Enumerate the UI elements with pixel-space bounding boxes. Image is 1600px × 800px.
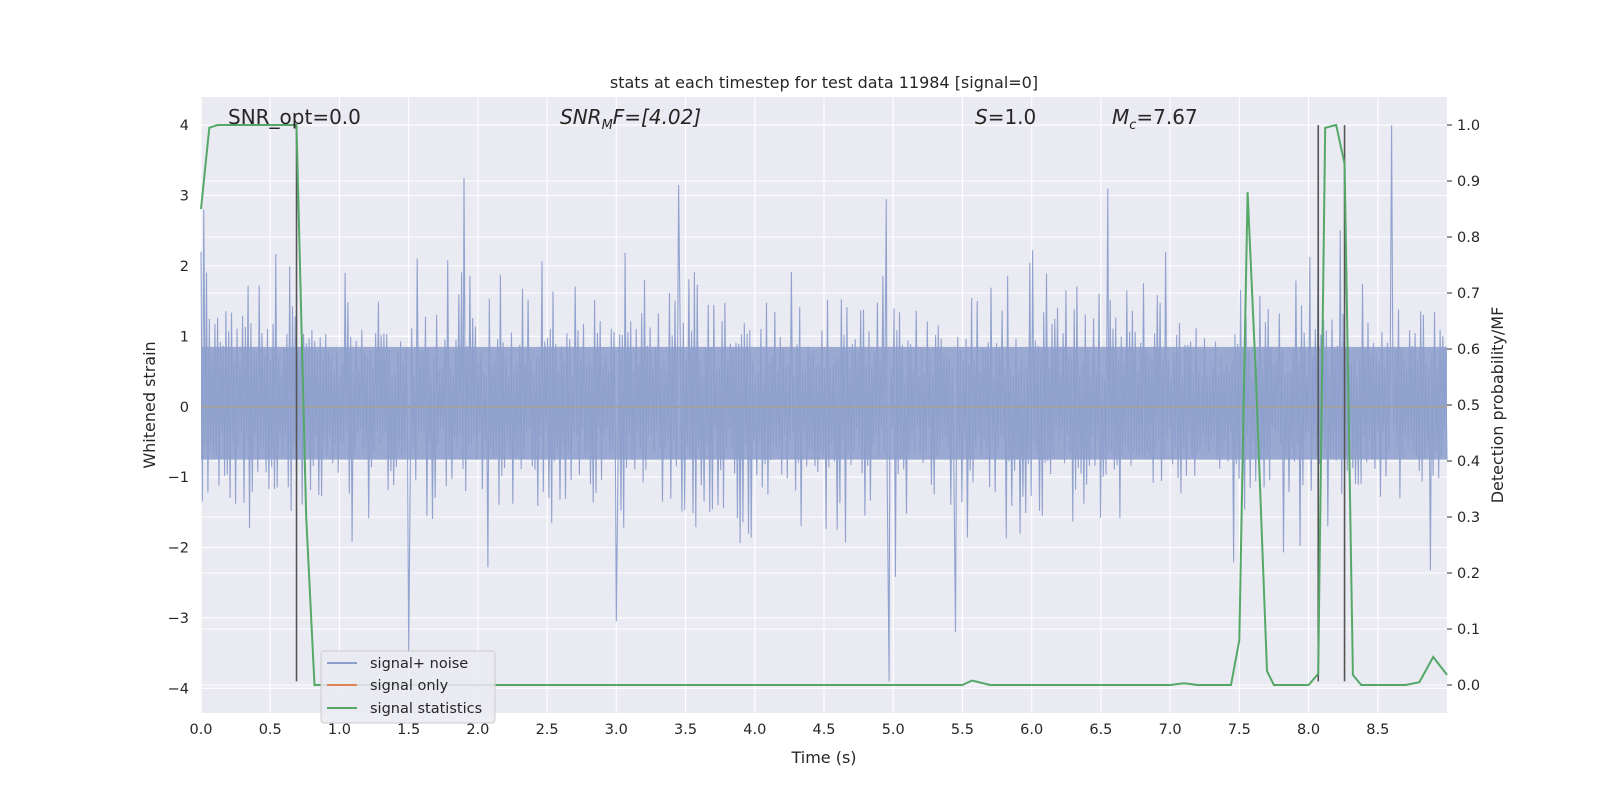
y-left-tick-label: 2: [180, 259, 189, 275]
y-left-tick-label: 1: [180, 329, 189, 345]
y-axis-right-label: Detection probability/MF: [1488, 307, 1507, 504]
x-axis-label: Time (s): [790, 748, 856, 767]
y-right-tick-label: 1.0: [1457, 118, 1480, 134]
legend-label-signal-statistics: signal statistics: [370, 701, 482, 717]
x-axis-ticks: 0.0 0.5 1.0 1.5 2.0 2.5 3.0 3.5 4.0 4.5 5.0 5.5 6.0 6…: [189, 722, 1389, 738]
x-tick-label: 6.0: [1020, 722, 1043, 738]
s-annotation: S=1.0: [975, 105, 1036, 129]
x-tick-label: 5.5: [951, 722, 974, 738]
x-tick-label: 4.5: [812, 722, 835, 738]
series-signal-statistics: [200, 123, 1448, 686]
y-right-tick-label: 0.8: [1457, 230, 1480, 246]
y-right-tick-label: 0.1: [1457, 622, 1480, 638]
y-axis-left-label: Whitened strain: [140, 341, 159, 468]
y-left-tick-label: −1: [168, 470, 189, 486]
y-left-tick-label: −2: [168, 541, 189, 557]
y-right-tick-label: 0.9: [1457, 174, 1480, 190]
x-tick-label: 4.0: [743, 722, 766, 738]
x-tick-label: 0.0: [189, 722, 212, 738]
snr-mf-annotation: SNRMF=[4.02]: [560, 105, 701, 133]
y-left-tick-label: 3: [180, 189, 189, 205]
x-tick-label: 1.5: [397, 722, 420, 738]
x-tick-label: 6.5: [1089, 722, 1112, 738]
y-axis-left-ticks: 4 3 2 1 0 −1 −2 −3 −4: [168, 118, 189, 697]
chart-title: stats at each timestep for test data 119…: [610, 73, 1038, 92]
x-tick-label: 7.5: [1228, 722, 1251, 738]
y-right-tick-label: 0.4: [1457, 454, 1480, 470]
y-left-tick-label: −4: [168, 681, 189, 697]
y-right-tick-label: 0.2: [1457, 566, 1480, 582]
x-tick-label: 0.5: [259, 722, 282, 738]
y-left-tick-label: 0: [180, 400, 189, 416]
y-right-tick-label: 0.6: [1457, 342, 1480, 358]
noise-line: [200, 125, 1448, 682]
x-tick-label: 1.0: [328, 722, 351, 738]
mc-annotation: Mc=7.67: [1112, 105, 1198, 133]
y-right-tick-label: 0.5: [1457, 398, 1480, 414]
y-right-tick-label: 0.7: [1457, 286, 1480, 302]
x-tick-label: 2.5: [536, 722, 559, 738]
x-tick-label: 8.5: [1366, 722, 1389, 738]
y-right-tick-label: 0.0: [1457, 678, 1480, 694]
legend-box: [320, 650, 496, 724]
legend: signal+ noise signal only signal statist…: [320, 650, 496, 724]
x-tick-label: 3.0: [605, 722, 628, 738]
y-axis-right-ticks: 1.0 0.9 0.8 0.7 0.6 0.5 0.4 0.3 0.2 0.1 0.0: [1447, 118, 1480, 694]
snr-opt-annotation: SNR_opt=0.0: [228, 105, 361, 129]
y-left-tick-label: 4: [180, 118, 189, 134]
x-tick-label: 3.5: [674, 722, 697, 738]
legend-label-signal-noise: signal+ noise: [370, 656, 468, 672]
series-signal-noise: [200, 125, 1448, 682]
x-tick-label: 2.0: [466, 722, 489, 738]
legend-label-signal-only: signal only: [370, 678, 449, 694]
x-tick-label: 8.0: [1297, 722, 1320, 738]
y-right-tick-label: 0.3: [1457, 510, 1480, 526]
x-tick-label: 7.0: [1159, 722, 1182, 738]
stats-line: [200, 123, 1448, 686]
y-left-tick-label: −3: [168, 611, 189, 627]
x-tick-label: 5.0: [882, 722, 905, 738]
